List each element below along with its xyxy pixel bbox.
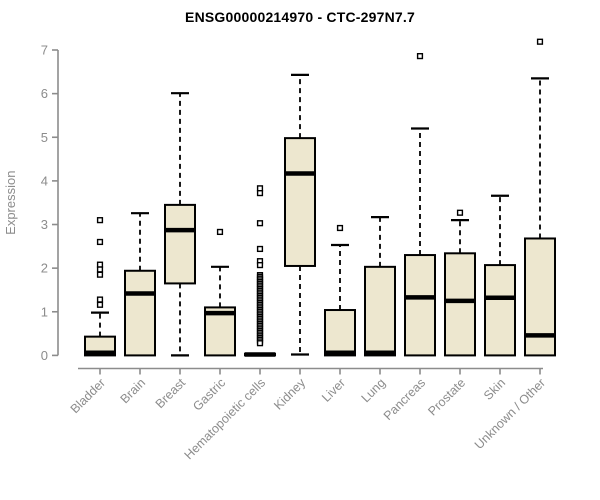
box-gastric [204,228,236,357]
outlier-point [256,340,264,347]
iqr-box [444,252,476,357]
x-tick-label-brain: Brain [118,376,149,407]
y-tick-label: 3 [41,217,48,232]
outlier-point [96,266,104,273]
outlier-point [96,271,104,278]
outlier-point [256,261,264,269]
y-tick-label: 1 [41,304,48,319]
box-brain [124,212,156,357]
outlier-point [256,185,264,192]
y-tick-label: 6 [41,86,48,101]
iqr-box [364,265,396,357]
outlier-point [96,238,104,246]
x-tick-label-liver: Liver [319,376,348,405]
outlier-point [256,190,264,197]
iqr-box [164,203,196,285]
iqr-box [324,309,356,357]
outlier-point [96,261,104,268]
outlier-point [96,217,104,224]
x-tick-label-breast: Breast [153,375,189,411]
box-kidney [284,73,316,356]
outlier-point [216,228,224,236]
outlier-point [96,296,104,303]
y-tick-label: 4 [41,173,48,188]
box-pancreas [404,53,436,357]
iqr-box [124,269,156,357]
x-tick-label-bladder: Bladder [68,376,108,416]
outlier-point [256,220,264,227]
y-tick-label: 0 [41,348,48,363]
outlier-point [456,209,464,216]
iqr-box [404,254,436,357]
outlier-point [336,224,344,232]
y-tick-label: 7 [41,43,48,58]
box-skin [484,194,516,357]
y-tick-label: 5 [41,130,48,145]
iqr-box [484,264,516,357]
x-tick-label-skin: Skin [481,376,508,403]
iqr-box [524,237,556,357]
outlier-point [256,245,264,253]
box-hematopoietic-cells [244,185,276,357]
box-breast [164,92,196,357]
x-tick-label-gastric: Gastric [190,376,228,414]
box-unknown-other [524,38,556,357]
y-axis: 0 1 2 3 4 5 6 7 Expression [3,43,59,363]
iqr-box [204,306,236,357]
box-prostate [444,209,476,357]
outlier-point [96,301,104,308]
x-tick-label-pancreas: Pancreas [381,376,428,423]
x-tick-label-lung: Lung [359,376,389,406]
box-bladder [84,217,116,357]
chart-title: ENSG00000214970 - CTC-297N7.7 [185,9,415,25]
x-tick-label-unknown-other: Unknown / Other [472,376,548,452]
outlier-point [416,53,424,60]
y-axis-title: Expression [3,171,18,235]
x-tick-label-kidney: Kidney [271,375,308,412]
box-liver [324,224,356,357]
y-tick-label: 2 [41,261,48,276]
box-lung [364,215,396,357]
iqr-box [284,137,316,267]
outlier-point [536,38,544,45]
x-tick-label-prostate: Prostate [425,376,468,419]
